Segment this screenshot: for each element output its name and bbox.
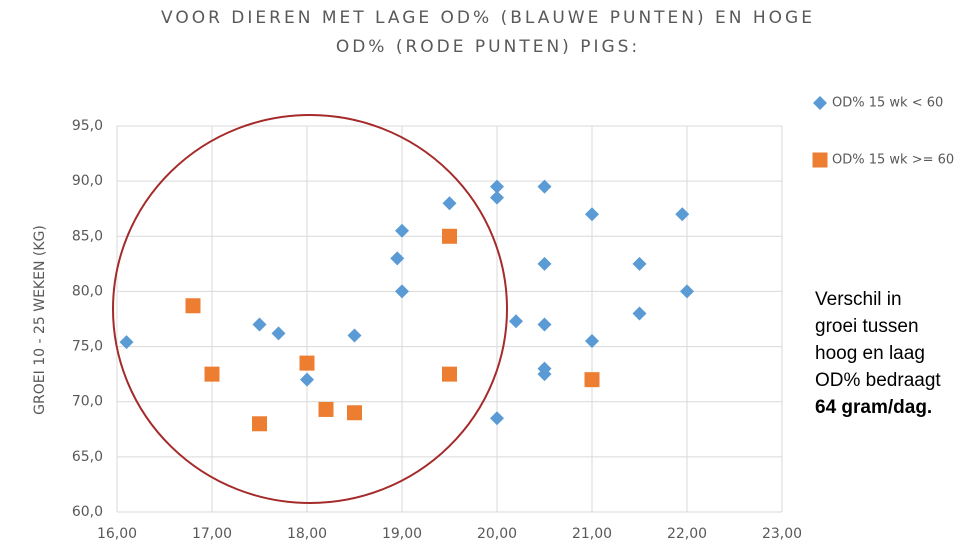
legend: OD% 15 wk < 60 OD% 15 wk >= 60 <box>812 96 954 168</box>
y-axis-label: GROEI 10 - 25 WEKEN (KG) <box>32 225 48 415</box>
legend-label: OD% 15 wk >= 60 <box>832 153 954 168</box>
x-tick-label: 20,00 <box>477 526 517 542</box>
grid: 60,0 65,0 70,0 75,0 80,0 85,0 90,0 95,0 16,00 17,… <box>72 118 802 542</box>
point <box>585 207 599 222</box>
x-tick-label: 18,00 <box>287 526 327 542</box>
legend-marker <box>812 152 828 168</box>
point <box>318 401 334 417</box>
point <box>490 411 504 426</box>
point <box>390 251 405 266</box>
chart-title: VOOR DIEREN MET LAGE OD% (BLAUWE PUNTEN)… <box>161 8 815 28</box>
point <box>490 179 504 194</box>
point <box>395 284 409 299</box>
y-tick-label: 70,0 <box>72 394 103 410</box>
point <box>119 335 134 350</box>
annotation: Verschil in groei tussen hoog en laag OD% b… <box>815 289 941 418</box>
point <box>442 366 457 382</box>
point <box>490 190 504 205</box>
x-tick-label: 16,00 <box>97 526 137 542</box>
point <box>347 328 362 343</box>
legend-label: OD% 15 wk < 60 <box>832 96 943 111</box>
annotation-line: Verschil in <box>815 289 902 310</box>
point <box>632 306 647 321</box>
annotation-line: groei tussen <box>815 316 919 337</box>
annotation-line: OD% bedraagt <box>815 370 941 391</box>
point <box>347 405 362 421</box>
point <box>584 372 600 388</box>
chart-title: OD% (RODE PUNTEN) PIGS: <box>336 37 640 57</box>
point <box>585 334 599 349</box>
point <box>632 256 647 271</box>
annotation-line: 64 gram/dag. <box>815 397 932 418</box>
point <box>299 355 315 371</box>
point <box>300 372 314 387</box>
point <box>680 284 694 299</box>
point <box>537 179 552 194</box>
x-tick-label: 19,00 <box>382 526 422 542</box>
x-tick-label: 21,00 <box>572 526 612 542</box>
y-tick-label: 75,0 <box>72 339 103 355</box>
point <box>537 256 552 271</box>
y-tick-label: 85,0 <box>72 228 103 244</box>
point <box>395 223 409 238</box>
x-tick-label: 22,00 <box>667 526 707 542</box>
point <box>509 314 523 329</box>
point <box>442 196 457 211</box>
y-tick-label: 60,0 <box>72 504 103 520</box>
y-tick-label: 80,0 <box>72 283 103 299</box>
point <box>442 228 457 244</box>
x-tick-label: 23,00 <box>762 526 802 542</box>
plot <box>119 179 694 432</box>
y-tick-label: 65,0 <box>72 449 103 465</box>
point <box>252 416 267 432</box>
y-tick-label: 90,0 <box>72 173 103 189</box>
x-tick-label: 17,00 <box>192 526 232 542</box>
point <box>537 367 552 382</box>
highlight-circle <box>112 114 508 504</box>
point <box>537 317 552 332</box>
legend-marker <box>813 96 827 110</box>
point <box>204 366 220 382</box>
point <box>252 317 267 332</box>
point <box>185 298 201 314</box>
point <box>675 207 690 222</box>
point <box>271 326 286 341</box>
annotation-line: hoog en laag <box>815 343 925 364</box>
y-tick-label: 95,0 <box>72 118 103 134</box>
